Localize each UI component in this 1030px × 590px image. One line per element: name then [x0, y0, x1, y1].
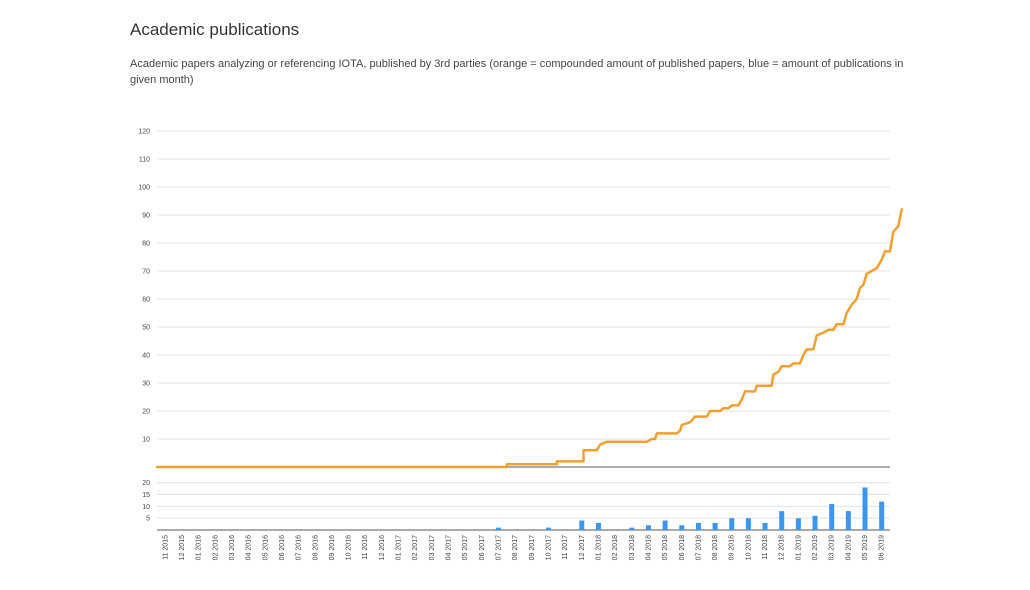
bar — [712, 522, 718, 530]
x-tick-label: 12 2017 — [579, 535, 586, 560]
x-tick-label: 04 2018 — [645, 535, 652, 560]
y-tick-label: 15 — [142, 492, 150, 499]
y-tick-label: 30 — [142, 381, 150, 388]
bar — [879, 501, 885, 530]
bar — [812, 515, 818, 530]
x-tick-label: 10 2016 — [346, 535, 353, 560]
y-tick-label: 110 — [139, 157, 150, 164]
bar — [795, 518, 801, 530]
top-panel-grid: 10 20 30 40 50 60 70 80 90 100 110 120 — [138, 129, 890, 468]
x-tick-label: 02 2019 — [812, 535, 819, 560]
bar — [496, 527, 502, 530]
bar — [779, 511, 785, 530]
x-tick-label: 08 2016 — [312, 535, 319, 560]
page-subtitle: Academic papers analyzing or referencing… — [130, 58, 904, 86]
x-tick-label: 12 2018 — [779, 535, 786, 560]
x-tick-label: 03 2018 — [629, 535, 636, 560]
x-tick-label: 04 2017 — [446, 535, 453, 560]
x-tick-label: 03 2017 — [429, 535, 436, 560]
y-tick-label: 40 — [142, 353, 150, 360]
bar — [829, 504, 835, 530]
bar — [729, 518, 735, 530]
y-tick-label: 5 — [146, 516, 150, 523]
bar — [579, 520, 585, 530]
x-tick-label: 01 2019 — [795, 535, 802, 560]
bar — [545, 527, 551, 530]
x-tick-label: 01 2018 — [595, 535, 602, 560]
bar — [645, 525, 651, 530]
bottom-panel-grid: 5 10 15 20 — [142, 480, 890, 531]
bar — [662, 520, 668, 530]
x-tick-label: 10 2018 — [745, 535, 752, 560]
y-tick-label: 50 — [142, 325, 150, 332]
x-tick-label: 02 2017 — [412, 535, 419, 560]
compounded-line-layer — [155, 208, 903, 469]
x-tick-label: 03 2016 — [229, 535, 236, 560]
x-tick-label: 03 2019 — [829, 535, 836, 560]
page-title: Academic publications — [130, 20, 300, 39]
x-tick-label: 11 2017 — [562, 535, 569, 560]
y-tick-label: 60 — [142, 297, 150, 304]
x-tick-label: 06 2016 — [279, 535, 286, 560]
x-tick-label: 01 2016 — [196, 535, 203, 560]
x-tick-label: 06 2019 — [879, 535, 886, 560]
x-tick-label: 11 2018 — [762, 535, 769, 560]
x-tick-label: 08 2017 — [512, 535, 519, 560]
bar — [745, 518, 751, 530]
y-tick-label: 10 — [142, 437, 150, 444]
bar — [695, 522, 701, 530]
x-tick-label: 06 2017 — [479, 535, 486, 560]
x-tick-label: 02 2016 — [212, 535, 219, 560]
x-tick-label: 04 2019 — [845, 535, 852, 560]
x-tick-label: 01 2017 — [396, 535, 403, 560]
x-tick-label: 04 2016 — [246, 535, 253, 560]
x-tick-label: 07 2017 — [496, 535, 503, 560]
y-tick-label: 70 — [142, 269, 150, 276]
x-tick-label: 09 2017 — [529, 535, 536, 560]
x-tick-label: 11 2016 — [362, 535, 369, 560]
bar — [762, 522, 768, 530]
x-tick-label: 05 2019 — [862, 535, 869, 560]
compounded-line — [155, 208, 903, 469]
y-tick-label: 20 — [142, 409, 150, 416]
x-tick-label: 09 2016 — [329, 535, 336, 560]
x-tick-label: 05 2018 — [662, 535, 669, 560]
x-tick-label: 05 2017 — [462, 535, 469, 560]
x-axis-ticks: 11 2015 12 2015 01 2016 02 2016 03 2016 04 20… — [162, 535, 885, 560]
x-tick-label: 10 2017 — [545, 535, 552, 560]
monthly-bars — [496, 487, 885, 530]
x-tick-label: 07 2016 — [296, 535, 303, 560]
x-tick-label: 12 2015 — [179, 535, 186, 560]
x-tick-label: 07 2018 — [695, 535, 702, 560]
x-tick-label: 12 2016 — [379, 535, 386, 560]
x-tick-label: 02 2018 — [612, 535, 619, 560]
bar — [629, 527, 635, 530]
y-tick-label: 120 — [138, 129, 150, 136]
x-tick-label: 09 2018 — [729, 535, 736, 560]
y-tick-label: 100 — [138, 185, 150, 192]
bar — [862, 487, 868, 530]
bar — [595, 522, 601, 530]
x-tick-label: 06 2018 — [679, 535, 686, 560]
x-tick-label: 08 2018 — [712, 535, 719, 560]
y-tick-label: 20 — [142, 480, 150, 487]
bar — [845, 511, 851, 530]
x-tick-label: 11 2015 — [162, 535, 169, 560]
y-tick-label: 80 — [142, 241, 150, 248]
x-tick-label: 05 2016 — [262, 535, 269, 560]
y-tick-label: 90 — [142, 213, 150, 220]
bar — [679, 525, 685, 530]
y-tick-label: 10 — [142, 504, 150, 511]
